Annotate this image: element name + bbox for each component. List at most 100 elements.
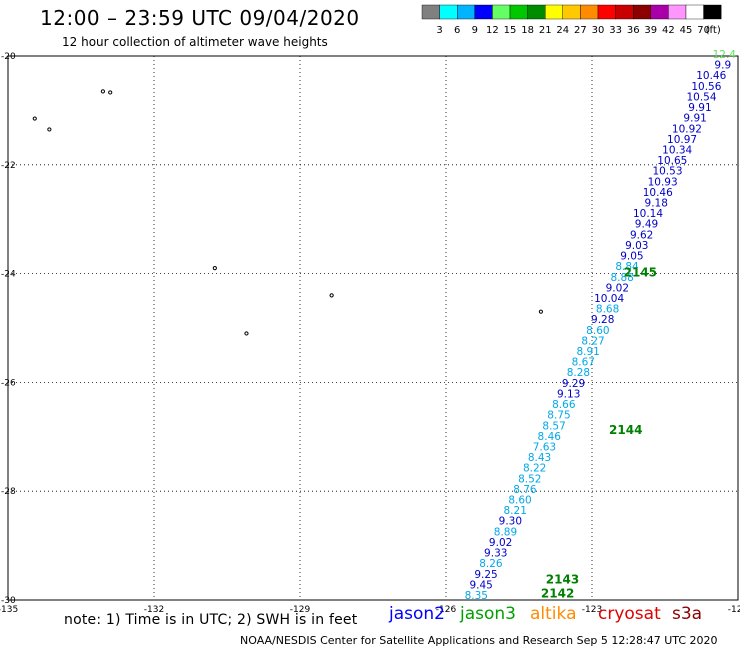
footer-note: note: 1) Time is in UTC; 2) SWH is in fe… [64,612,358,628]
track-value: 8.60 [586,325,609,337]
pass-number-label: 2145 [624,265,657,279]
pass-number-label: 2143 [546,573,579,587]
track-value: 10.34 [662,144,692,156]
satellite-jason2: jason2 [389,604,445,624]
track-value: 8.26 [479,558,503,570]
island-marker [538,309,544,314]
map-title: 12:00 – 23:59 UTC 09/04/2020 [40,6,360,30]
track-value: 10.04 [594,293,624,305]
island-marker [100,89,106,94]
track-value: 10.93 [648,176,678,188]
track-value: 12.4 [713,49,737,61]
track-value: 8.28 [567,367,590,379]
latitude-label: -20 [1,52,16,62]
track-value: 10.53 [652,166,682,178]
latitude-label: -24 [1,270,16,280]
track-value: 9.25 [474,569,497,581]
longitude-label: -135 [0,605,18,615]
longitude-label: -132 [144,605,164,615]
legend-label: 39 [644,25,657,36]
track-value: 10.54 [686,91,716,103]
island-marker [212,266,217,271]
track-value: 8.84 [615,261,639,273]
longitude-label: -129 [290,605,311,615]
island-marker [329,293,334,298]
legend-label: 42 [662,25,675,36]
track-value: 9.30 [499,516,522,528]
island-marker [108,90,113,95]
track-value: 8.68 [596,304,619,316]
track-value: 8.75 [547,410,570,422]
island-marker [47,127,52,132]
legend-label: 45 [680,25,693,36]
track-value: 10.46 [696,70,726,82]
track-value: 8.57 [542,420,565,432]
latitude-label: -30 [1,596,16,606]
track-value: 9.28 [591,314,614,326]
track-value: 10.92 [672,123,702,135]
track-value: 8.66 [552,399,576,411]
island-marker [244,331,249,336]
track-value: 8.76 [513,484,537,496]
legend-label: 18 [521,25,534,36]
legend-label: 27 [574,25,587,36]
track-value: 8.52 [518,473,541,485]
track-value: 9.49 [635,219,658,231]
legend-label: 3 [436,25,442,36]
map-frame [7,55,739,601]
legend-label: 21 [539,25,552,36]
track-value: 8.43 [528,452,551,464]
track-value: 10.46 [643,187,673,199]
track-value: 9.33 [484,548,507,560]
track-value: 10.97 [667,134,697,146]
satellite-jason3: jason3 [460,604,516,624]
track-value: 9.29 [562,378,585,390]
track-value: 9.91 [683,113,706,125]
altimeter-map: -135 -132 -129 -126 -123 -120 -20 -22 -24 -26 -28 -… [0,49,740,615]
track-value: 10.65 [657,155,687,167]
island-marker [32,116,37,121]
track-value: 8.60 [508,495,531,507]
credit-line: NOAA/NESDIS Center for Satellite Applica… [240,634,718,647]
track-value: 8.46 [538,431,562,443]
track-value: 9.91 [688,102,711,114]
track-value: 9.45 [469,579,492,591]
legend-swatch [703,4,722,20]
legend-label: 70 [697,25,710,36]
longitude-label: -126 [436,605,457,615]
legend-label: 33 [609,25,622,36]
legend-label: 24 [556,25,569,36]
track-value: 10.56 [691,81,721,93]
satellite-altika: altika [530,604,577,624]
track-value: 9.02 [606,282,629,294]
legend-label: 6 [454,25,460,36]
legend-unit: (ft) [706,25,721,36]
map-subtitle: 12 hour collection of altimeter wave hei… [62,35,328,49]
satellite-cryosat: cryosat [598,604,661,624]
track-value: 8.91 [576,346,599,358]
track-value: 9.05 [620,251,643,263]
legend-label: 9 [472,25,478,36]
pass-number-label: 2142 [541,586,574,600]
wave-height-color-legend: 3 6 9 12 15 18 21 24 27 30 33 36 39 42 45 70(ft) [421,4,722,36]
track-value: 8.22 [523,463,546,475]
track-value: 9.03 [625,240,648,252]
pass-number-label: 2144 [609,423,642,437]
legend-label: 36 [627,25,640,36]
track-value: 9.02 [489,537,512,549]
legend-label: 12 [486,25,499,36]
track-value: 9.18 [645,198,668,210]
legend-label: 15 [504,25,517,36]
track-value: 8.89 [494,526,517,538]
legend-label: 30 [592,25,605,36]
track-value: 8.35 [465,590,488,602]
track-value: 9.13 [557,388,580,400]
track-value: 8.67 [572,357,595,369]
track-value: 9.62 [630,229,653,241]
latitude-label: -22 [1,161,16,171]
track-value: 9.9 [714,60,731,72]
track-value: 8.21 [504,505,527,517]
track-value: 7.63 [533,441,556,453]
track-value: 8.88 [610,272,633,284]
latitude-label: -28 [1,487,16,497]
